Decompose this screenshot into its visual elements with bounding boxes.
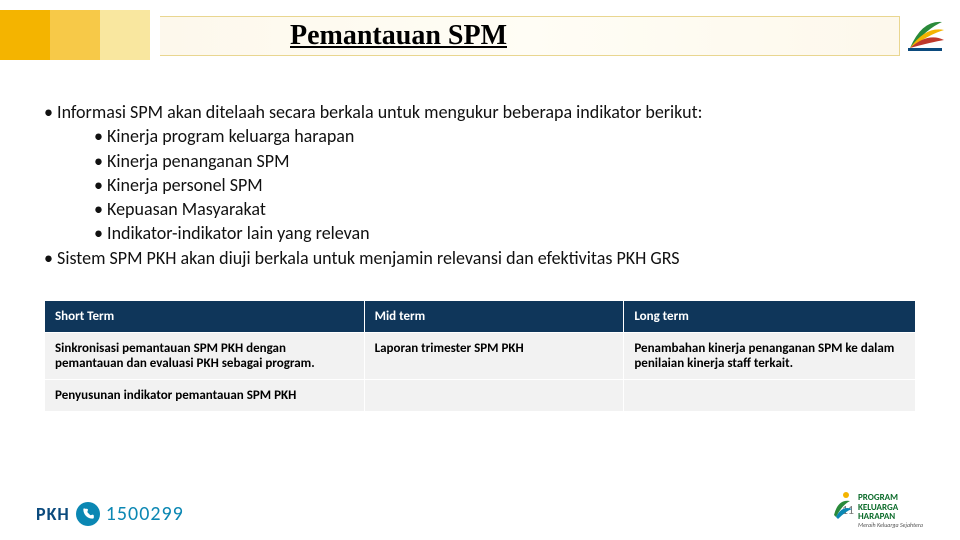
slide: Pemantauan SPM Informasi SPM akan ditela… (0, 0, 960, 540)
table-cell: Penambahan kinerja penanganan SPM ke dal… (624, 333, 916, 380)
table-cell: Sinkronisasi pemantauan SPM PKH dengan p… (45, 333, 365, 380)
bullet-lvl2-list: Kinerja program keluarga harapan Kinerja… (44, 124, 916, 245)
program-brand-sub: Meraih Keluarga Sejahtera (858, 522, 948, 528)
top-bar: Pemantauan SPM (0, 10, 960, 60)
table-cell (624, 380, 916, 412)
body-content: Informasi SPM akan ditelaah secara berka… (44, 100, 916, 270)
slide-title: Pemantauan SPM (290, 20, 507, 52)
bullet-lvl2-item: Kinerja personel SPM (94, 173, 916, 197)
footer: PKH 1500299 11 PROGRAM KELUARGA HARAPAN … (0, 484, 960, 532)
bullet-lvl2-item: Kinerja program keluarga harapan (94, 124, 916, 148)
term-table: Short Term Mid term Long term Sinkronisa… (44, 300, 916, 412)
accent-block-3 (100, 10, 150, 60)
pkh-hotline-logo: PKH 1500299 (36, 502, 184, 526)
table-header-cell: Long term (624, 301, 916, 333)
table-row: Sinkronisasi pemantauan SPM PKH dengan p… (45, 333, 916, 380)
pkh-label: PKH (36, 503, 70, 525)
bullet-lvl2-item: Kinerja penanganan SPM (94, 149, 916, 173)
table-header-row: Short Term Mid term Long term (45, 301, 916, 333)
hotline-number: 1500299 (106, 502, 184, 526)
program-logo: PROGRAM KELUARGA HARAPAN Meraih Keluarga… (858, 493, 948, 528)
table-header-cell: Short Term (45, 301, 365, 333)
bullet-lvl2-item: Indikator-indikator lain yang relevan (94, 221, 916, 245)
accent-block-2 (50, 10, 100, 60)
table-header-cell: Mid term (364, 301, 624, 333)
accent-block-1 (0, 10, 50, 60)
ministry-logo-icon (904, 14, 946, 56)
table-row: Penyusunan indikator pemantauan SPM PKH (45, 380, 916, 412)
title-bar: Pemantauan SPM (160, 16, 900, 56)
bullet-lvl1-2: Sistem SPM PKH akan diuji berkala untuk … (44, 246, 916, 270)
bullet-lvl2-item: Kepuasan Masyarakat (94, 197, 916, 221)
program-swirl-icon (832, 489, 856, 519)
bullet-lvl1-1: Informasi SPM akan ditelaah secara berka… (44, 100, 916, 124)
table-cell: Penyusunan indikator pemantauan SPM PKH (45, 380, 365, 412)
accent-blocks (0, 10, 150, 60)
phone-icon (76, 502, 100, 526)
table-cell (364, 380, 624, 412)
table-cell: Laporan trimester SPM PKH (364, 333, 624, 380)
